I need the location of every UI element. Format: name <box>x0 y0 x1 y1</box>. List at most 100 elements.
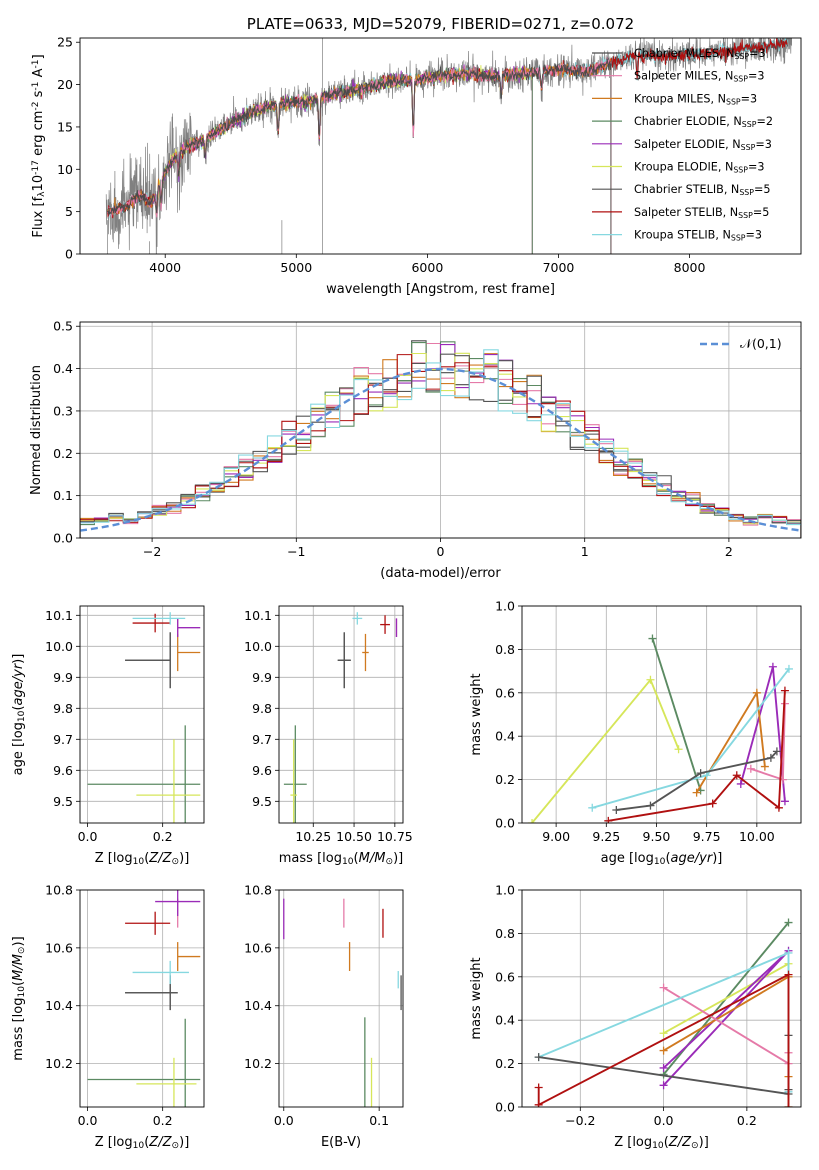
y-tick-label: 9.8 <box>53 701 73 716</box>
errorbar-point <box>136 1057 197 1107</box>
errorbar-point <box>132 613 171 633</box>
chart-title: PLATE=0633, MJD=52079, FIBERID=0271, z=0… <box>247 15 634 33</box>
label-part: Z [log <box>95 851 133 866</box>
y-tick-label: 20 <box>57 77 73 92</box>
label-part: Salpeter MILES, N <box>634 70 733 83</box>
weight-marker <box>708 799 717 808</box>
label-part: mass weight <box>469 673 484 755</box>
y-axis-label: mass weight <box>469 957 484 1039</box>
ticks: 10.25 10.50 10.75 9.5 9.6 9.7 9.8 9.9 10.0 10.1 <box>244 608 413 844</box>
weight-line <box>537 973 790 1107</box>
errorbars <box>283 612 398 823</box>
ticks: 0.0 0.2 9.5 9.6 9.7 9.8 9.9 10.0 10.1 <box>45 608 172 844</box>
weight-marker <box>732 771 741 780</box>
label-part: -2 <box>31 102 41 111</box>
label-part: )] <box>179 851 189 866</box>
y-tick-label: 10.8 <box>244 883 272 898</box>
y-tick-label: 9.5 <box>53 794 73 809</box>
label-part: )] <box>179 1135 189 1150</box>
label-part: SSP <box>739 188 754 197</box>
label-part: SSP <box>726 97 741 106</box>
label-part: SSP <box>742 120 757 129</box>
weight-marker <box>534 1100 543 1107</box>
weight-line <box>651 638 702 791</box>
errorbar-point <box>177 618 201 637</box>
label-part: SSP <box>731 234 746 243</box>
label-part: A <box>31 68 46 81</box>
x-axis-label: wavelength [Angstrom, rest frame] <box>326 282 555 297</box>
label-part: mass weight <box>469 957 484 1039</box>
x-tick-label: 10.00 <box>739 829 775 844</box>
weight-marker <box>528 819 537 823</box>
weight-marker <box>772 747 781 756</box>
weight-marker <box>612 805 621 814</box>
errorbars <box>87 612 201 823</box>
y-tick-label: 0.4 <box>495 1013 515 1028</box>
label-part: =3 <box>741 92 758 105</box>
label-part: 10 <box>133 1141 145 1151</box>
errorbar-point <box>362 633 369 672</box>
label-part: s <box>31 90 46 101</box>
y-tick-label: 0.6 <box>495 969 515 984</box>
y-tick-label: 5 <box>65 204 73 219</box>
errorbar-point <box>87 725 201 823</box>
grid <box>279 889 403 1107</box>
x-tick-label: 1 <box>581 544 589 559</box>
label-part: ⊙ <box>172 857 180 867</box>
label-part: =3 <box>748 70 765 83</box>
axes-frame <box>521 605 802 824</box>
weight-marker <box>784 948 793 957</box>
x-tick-label: 8000 <box>674 260 706 275</box>
label-part: SSP <box>734 52 749 61</box>
errorbar-point <box>136 739 201 823</box>
y-tick-label: 10.0 <box>244 639 272 654</box>
x-tick-label: 0.2 <box>153 1113 173 1128</box>
age-vs-mass-panel: 10.25 10.50 10.75 9.5 9.6 9.7 9.8 9.9 10.0 10.1 ma… <box>244 605 413 867</box>
label-part: 10 <box>133 857 145 867</box>
label-part: =5 <box>754 183 771 196</box>
label-part: 𝒩(0,1) <box>740 336 782 351</box>
weight-line <box>592 668 790 809</box>
label-part: 10 <box>17 710 27 722</box>
weight-marker <box>774 803 783 812</box>
label-part: age [log <box>601 851 654 866</box>
axes-frame <box>278 605 404 824</box>
label-part: mass [log <box>11 998 26 1061</box>
label-part: Chabrier ELODIE, N <box>634 115 742 128</box>
label-part: Salpeter STELIB, N <box>634 206 738 219</box>
legend-label: Salpeter STELIB, NSSP=5 <box>634 206 769 220</box>
y-tick-label: 0.3 <box>53 403 73 418</box>
x-tick-label: 9.50 <box>643 829 671 844</box>
y-tick-label: 9.6 <box>53 763 73 778</box>
label-part: M/M <box>11 954 26 981</box>
weight-marker <box>604 816 613 823</box>
label-part: SSP <box>738 211 753 220</box>
label-part: wavelength [Angstrom, rest frame] <box>326 282 555 297</box>
weight-marker <box>784 1103 793 1107</box>
y-tick-label: 0.2 <box>495 1056 515 1071</box>
y-tick-label: 0 <box>65 247 73 262</box>
label-part: ⊙ <box>385 857 393 867</box>
weight-marker <box>646 675 655 684</box>
label-part: =5 <box>753 206 770 219</box>
legend-label: Kroupa MILES, NSSP=3 <box>634 92 757 106</box>
y-tick-label: 9.7 <box>53 732 73 747</box>
weight-marker <box>784 664 793 673</box>
weight-series <box>528 634 793 823</box>
legend-label: 𝒩(0,1) <box>740 336 782 351</box>
ticks: 0.0 0.2 10.2 10.4 10.6 10.8 <box>45 883 172 1129</box>
label-part: Z/Z <box>148 1135 172 1150</box>
ticks: 0.0 0.1 10.2 10.4 10.6 10.8 <box>244 883 389 1129</box>
legend: 𝒩(0,1) <box>700 336 782 351</box>
ticks: −0.2 0.0 0.2 0.0 0.2 0.4 0.6 0.8 1.0 <box>495 883 757 1129</box>
y-tick-label: 1.0 <box>495 599 515 614</box>
axes-frame <box>278 889 404 1108</box>
label-part: )] <box>699 1135 709 1150</box>
label-part: 10 <box>342 857 354 867</box>
weight-line <box>662 950 790 1086</box>
label-part: E(B-V) <box>321 1135 361 1150</box>
y-tick-label: 9.8 <box>252 701 272 716</box>
label-part: ⊙ <box>17 946 27 954</box>
x-tick-label: 5000 <box>280 260 312 275</box>
